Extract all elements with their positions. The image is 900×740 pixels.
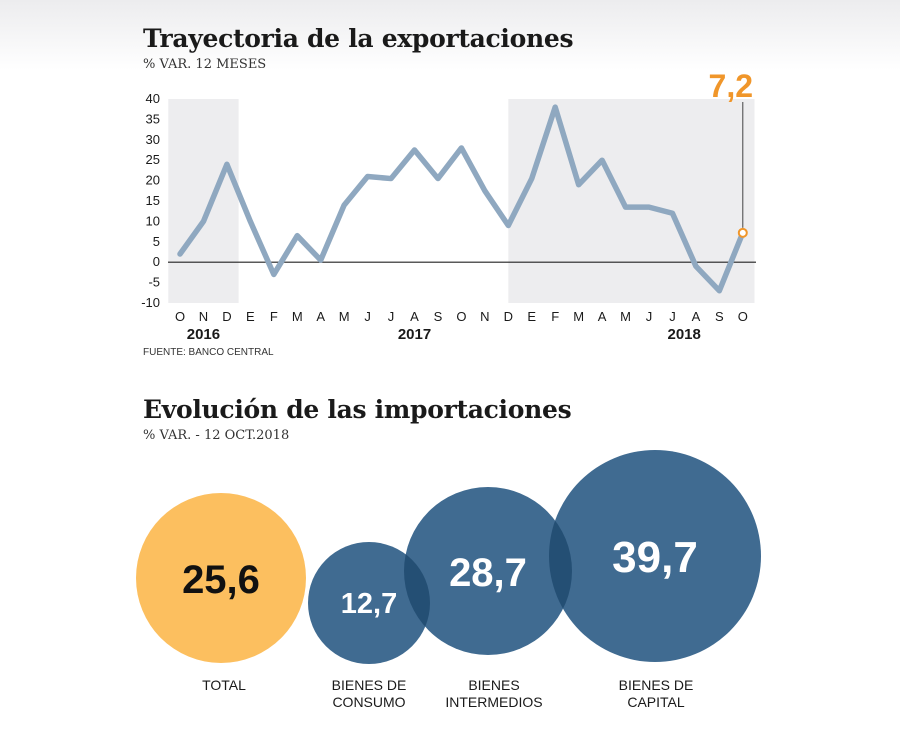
bubble-4 bbox=[549, 450, 761, 662]
year-label: 2017 bbox=[398, 326, 431, 343]
x-tick-label: N bbox=[199, 309, 208, 324]
y-tick-label: 0 bbox=[153, 254, 160, 269]
exports-source-note: FUENTE: BANCO CENTRAL bbox=[143, 347, 274, 358]
bubble-value-label: 39,7 bbox=[612, 533, 698, 582]
x-tick-label: A bbox=[410, 309, 419, 324]
x-tick-label: J bbox=[364, 309, 371, 324]
x-tick-label: A bbox=[692, 309, 701, 324]
x-tick-label: O bbox=[738, 309, 748, 324]
y-axis-ticks: -10 -5 0 5 10 15 20 25 30 35 40 bbox=[141, 91, 160, 310]
y-tick-label: 30 bbox=[146, 132, 160, 147]
year-labels: 2016 2017 2018 bbox=[187, 326, 701, 343]
x-tick-label: N bbox=[480, 309, 489, 324]
x-tick-label: M bbox=[339, 309, 350, 324]
bubble-value-label: 12,7 bbox=[341, 588, 397, 620]
x-tick-label: M bbox=[573, 309, 584, 324]
y-tick-label: -5 bbox=[148, 275, 160, 290]
x-tick-label: M bbox=[620, 309, 631, 324]
x-tick-label: F bbox=[270, 309, 278, 324]
x-tick-label: D bbox=[504, 309, 513, 324]
x-tick-label: S bbox=[715, 309, 724, 324]
header-background bbox=[0, 0, 900, 70]
x-tick-label: M bbox=[292, 309, 303, 324]
x-tick-label: D bbox=[222, 309, 231, 324]
bubble-value-labels: 25,6 12,7 28,7 39,7 bbox=[182, 533, 698, 620]
y-tick-label: 35 bbox=[146, 111, 160, 126]
y-tick-label: 40 bbox=[146, 91, 160, 106]
x-tick-label: E bbox=[527, 309, 536, 324]
shaded-band bbox=[168, 99, 239, 303]
highlight-value-label: 7,2 bbox=[709, 68, 753, 104]
bubble-category-label: CAPITAL bbox=[627, 694, 685, 710]
exports-chart-subtitle: % VAR. 12 MESES bbox=[143, 57, 267, 72]
x-tick-label: J bbox=[388, 309, 395, 324]
bubble-category-label: BIENES DE bbox=[619, 677, 694, 693]
exports-series-line bbox=[177, 104, 746, 294]
y-tick-label: 5 bbox=[153, 234, 160, 249]
bubble-category-label: BIENES bbox=[468, 677, 519, 693]
x-tick-label: O bbox=[456, 309, 466, 324]
year-label: 2016 bbox=[187, 326, 220, 343]
x-tick-label: F bbox=[551, 309, 559, 324]
imports-chart-title: Evolución de las importaciones bbox=[143, 395, 572, 424]
y-tick-label: -10 bbox=[141, 295, 160, 310]
year-label: 2018 bbox=[667, 326, 700, 343]
y-tick-label: 20 bbox=[146, 173, 160, 188]
x-tick-label: E bbox=[246, 309, 255, 324]
x-tick-label: S bbox=[434, 309, 443, 324]
bubble-value-label: 25,6 bbox=[182, 558, 260, 602]
bubble-category-label: CONSUMO bbox=[332, 694, 405, 710]
y-tick-label: 25 bbox=[146, 152, 160, 167]
x-tick-label: O bbox=[175, 309, 185, 324]
x-tick-label: A bbox=[598, 309, 607, 324]
highlight-point bbox=[737, 227, 748, 238]
exports-chart-title: Trayectoria de la exportaciones bbox=[143, 24, 574, 53]
bubble-category-labels: TOTAL BIENES DECONSUMOBIENESINTERMEDIOSBI… bbox=[202, 677, 693, 710]
y-tick-label: 10 bbox=[146, 213, 160, 228]
x-tick-label: A bbox=[316, 309, 325, 324]
bubble-2 bbox=[308, 542, 430, 664]
x-tick-label: J bbox=[669, 309, 676, 324]
shaded-bands bbox=[168, 99, 755, 303]
imports-chart-subtitle: % VAR. - 12 OCT.2018 bbox=[143, 428, 290, 443]
y-tick-label: 15 bbox=[146, 193, 160, 208]
bubbles bbox=[136, 450, 761, 664]
bubble-category-label: TOTAL bbox=[202, 677, 246, 693]
bubble-3 bbox=[404, 487, 572, 655]
bubble-value-label: 28,7 bbox=[449, 551, 527, 595]
bubble-1 bbox=[136, 493, 306, 663]
bubble-category-label: INTERMEDIOS bbox=[445, 694, 542, 710]
x-tick-label: J bbox=[646, 309, 653, 324]
bubble-category-label: BIENES DE bbox=[332, 677, 407, 693]
